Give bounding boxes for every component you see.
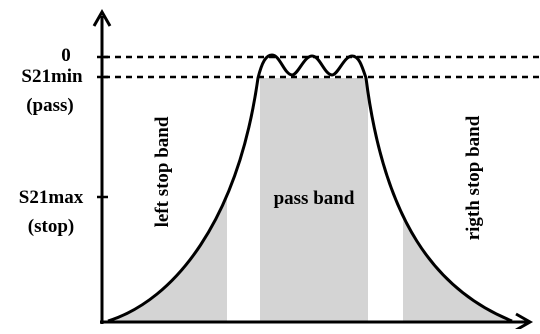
zero-label: 0 bbox=[61, 45, 71, 66]
s21min-label: S21min bbox=[21, 66, 83, 87]
s21max-note: (stop) bbox=[28, 216, 74, 237]
left-stop-band-label: left stop band bbox=[152, 116, 173, 227]
pass-band-label: pass band bbox=[274, 188, 355, 209]
right-stop-band-label: rigth stop band bbox=[463, 115, 484, 240]
s21max-label: S21max bbox=[19, 187, 84, 208]
x-axis-arrow-icon bbox=[515, 312, 534, 332]
s21min-note: (pass) bbox=[26, 95, 74, 116]
response-curve bbox=[107, 53, 513, 323]
pass-band-shade bbox=[260, 78, 368, 321]
y-axis-arrow-icon bbox=[92, 8, 112, 27]
